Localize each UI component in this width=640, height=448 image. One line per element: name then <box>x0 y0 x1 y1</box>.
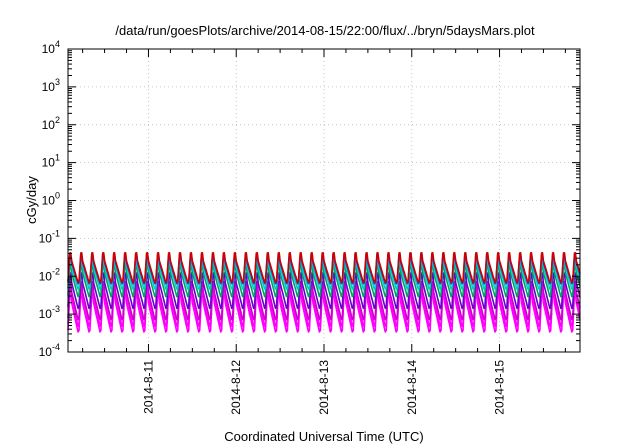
y-tick-label: 103 <box>42 77 60 94</box>
y-axis-label: cGy/day <box>24 176 39 224</box>
y-tick-label: 104 <box>42 39 60 56</box>
series-line-6 <box>67 258 581 290</box>
x-tick-label: 2014-8-13 <box>317 360 331 415</box>
x-axis-label: Coordinated Universal Time (UTC) <box>224 429 423 444</box>
chart-title: /data/run/goesPlots/archive/2014-08-15/2… <box>115 23 535 38</box>
y-tick-label: 100 <box>42 191 60 208</box>
x-tick-label: 2014-8-11 <box>141 360 155 414</box>
series-line-5 <box>67 263 581 298</box>
y-tick-label: 10-3 <box>39 304 60 321</box>
y-tick-label: 101 <box>42 153 60 170</box>
y-tick-label: 10-2 <box>39 266 60 283</box>
y-tick-label: 10-4 <box>39 342 60 359</box>
x-tick-label: 2014-8-12 <box>229 360 243 415</box>
series-line-2 <box>67 286 581 327</box>
series-line-4 <box>67 272 581 310</box>
y-axis: 10-4 10-3 10-2 10-1 100 101 102 103 104 <box>39 39 580 359</box>
series-line-1 <box>67 291 581 333</box>
y-tick-label: 10-1 <box>39 228 60 245</box>
series-line-8 <box>67 252 581 284</box>
y-tick-label: 102 <box>42 115 60 132</box>
x-tick-label: 2014-8-15 <box>493 360 507 415</box>
series-group <box>67 252 581 333</box>
series-line-3 <box>67 280 581 321</box>
x-axis: 2014-8-11 2014-8-12 2014-8-13 2014-8-14 2014… <box>82 49 566 415</box>
x-tick-label: 2014-8-14 <box>405 360 419 415</box>
